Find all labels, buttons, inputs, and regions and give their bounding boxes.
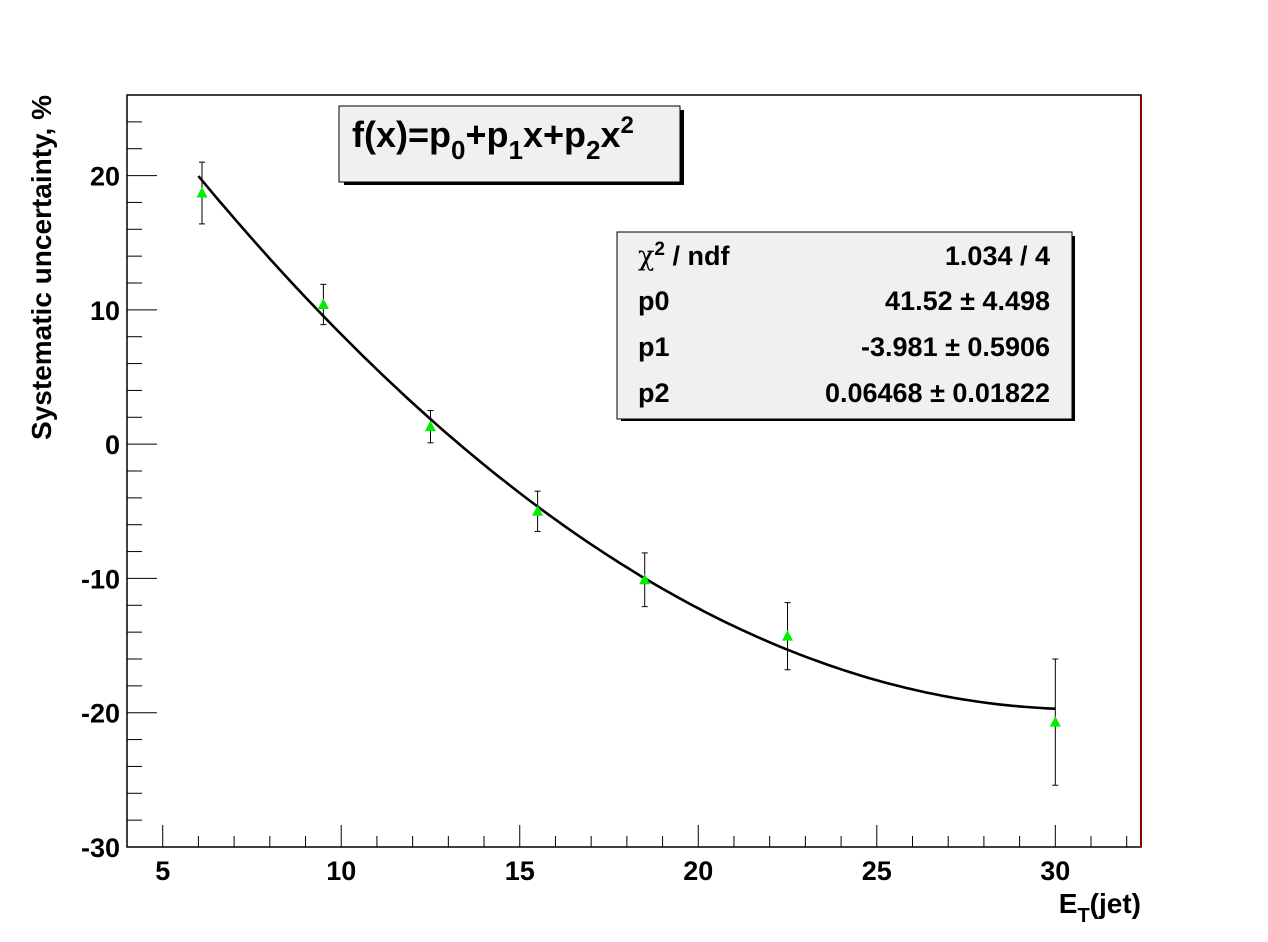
x-axis-title: ET(jet) bbox=[1059, 888, 1141, 927]
fit-stats-box: χ2 / ndf 1.034 / 4 p0 41.52 ± 4.498 p1 -… bbox=[616, 231, 1075, 421]
stats-row-chi2-label: χ2 / ndf bbox=[638, 239, 730, 272]
triangle-marker bbox=[782, 630, 794, 641]
fit-curve bbox=[197, 175, 1056, 710]
y-tick-label: -30 bbox=[81, 833, 120, 863]
x-axis-tick-labels: 5 10 15 20 25 30 bbox=[155, 856, 1070, 886]
data-point bbox=[196, 161, 208, 225]
triangle-marker bbox=[424, 420, 436, 432]
formula-box: f(x)=p0+p1x+p2x2 bbox=[338, 105, 684, 185]
x-tick-label: 10 bbox=[326, 856, 356, 886]
data-point bbox=[1049, 658, 1061, 786]
triangle-marker bbox=[317, 298, 329, 309]
data-point bbox=[424, 410, 436, 444]
x-tick-label: 20 bbox=[683, 856, 713, 886]
data-points bbox=[196, 161, 1061, 786]
plot-frame bbox=[126, 94, 1142, 848]
y-tick-label: 20 bbox=[90, 162, 120, 192]
stats-row-p0-value: 41.52 ± 4.498 bbox=[885, 286, 1050, 316]
stats-row-p2-value: 0.06468 ± 0.01822 bbox=[825, 378, 1050, 408]
x-tick-label: 15 bbox=[505, 856, 535, 886]
stats-row-p1-label: p1 bbox=[638, 332, 670, 362]
y-axis-tick-labels: -30 -20 -10 0 10 20 bbox=[81, 162, 120, 863]
data-point bbox=[317, 283, 329, 326]
stats-row-p2-label: p2 bbox=[638, 378, 670, 408]
stats-row-p0-label: p0 bbox=[638, 286, 670, 316]
x-tick-label: 30 bbox=[1040, 856, 1070, 886]
y-axis-title: Systematic uncertainty, % bbox=[26, 95, 57, 440]
data-point bbox=[639, 552, 651, 608]
x-axis-ticks bbox=[126, 825, 1128, 847]
triangle-marker bbox=[1049, 716, 1061, 727]
triangle-marker bbox=[639, 573, 651, 585]
data-point bbox=[782, 602, 794, 671]
stats-row-p1-value: -3.981 ± 0.5906 bbox=[861, 332, 1050, 362]
data-point bbox=[532, 490, 544, 532]
triangle-marker bbox=[532, 505, 544, 516]
y-tick-label: -10 bbox=[81, 564, 120, 594]
x-tick-label: 5 bbox=[155, 856, 170, 886]
y-tick-label: -20 bbox=[81, 699, 120, 729]
stats-row-chi2-value: 1.034 / 4 bbox=[945, 241, 1050, 271]
y-tick-label: 0 bbox=[105, 430, 120, 460]
fit-formula: f(x)=p0+p1x+p2x2 bbox=[352, 112, 634, 165]
y-tick-label: 10 bbox=[90, 296, 120, 326]
x-tick-label: 25 bbox=[862, 856, 892, 886]
triangle-marker bbox=[196, 187, 208, 198]
y-axis-ticks bbox=[127, 94, 157, 848]
